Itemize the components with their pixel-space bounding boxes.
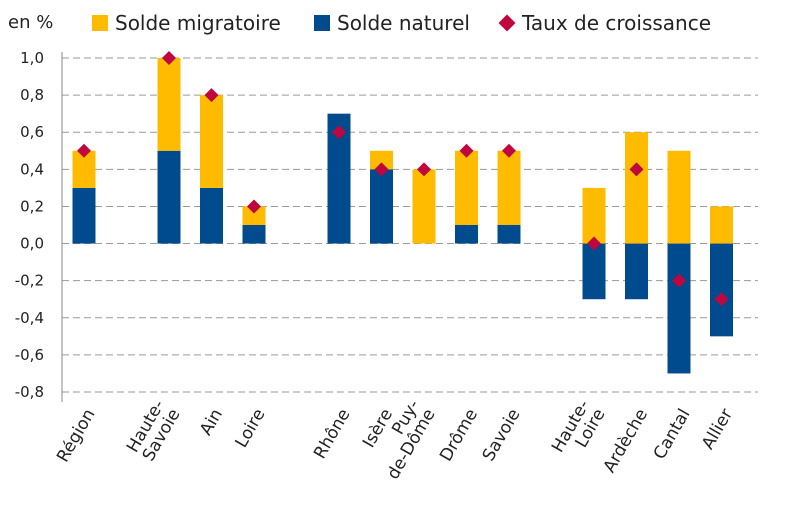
marker-taux-de-croissance-allier — [714, 292, 729, 307]
y-tick-label-0-8: 0,8 — [20, 86, 44, 104]
marker-taux-de-croissance-haute-loire — [587, 236, 601, 251]
x-tick-label-group-allier: Allier — [698, 405, 737, 452]
x-tick-label-group-drome: Drôme — [436, 406, 482, 465]
bar-solde-naturel-allier — [710, 243, 733, 337]
legend-item-solde-migratoire: Solde migratoire — [92, 8, 281, 38]
y-axis-unit-label: en % — [8, 12, 54, 33]
x-tick-label-rhone: Rhône — [310, 406, 354, 463]
bar-solde-migratoire-haute-loire — [582, 187, 606, 244]
marker-taux-de-croissance-ardeche — [629, 162, 644, 177]
x-tick-label-group-ain: Ain — [196, 406, 227, 440]
bar-solde-naturel-haute-loire — [582, 243, 606, 300]
marker-taux-de-croissance-cantal — [672, 273, 686, 288]
bar-solde-naturel-ardeche — [625, 243, 648, 300]
y-tick-label--0-6: -0,6 — [15, 346, 44, 364]
x-tick-label-group-savoie: Savoie — [479, 406, 525, 465]
legend-item-solde-naturel: Solde naturel — [314, 8, 470, 38]
marker-taux-de-croissance-savoie — [502, 143, 516, 158]
x-tick-label-loire: Loire — [232, 406, 270, 452]
y-tick-label-0-6: 0,6 — [20, 123, 44, 141]
y-tick-label-0-2: 0,2 — [20, 197, 44, 215]
x-tick-label-cantal: Cantal — [650, 406, 695, 464]
bar-solde-migratoire-loire — [242, 206, 266, 225]
y-tick-label--0-8: -0,8 — [15, 383, 44, 401]
legend-label-taux-de-croissance: Taux de croissance — [522, 11, 712, 35]
legend-swatch-solde-migratoire — [92, 15, 108, 31]
bar-solde-naturel-cantal — [667, 243, 691, 374]
x-tick-label-group-region: Région — [53, 406, 99, 466]
bar-solde-naturel-isere — [370, 169, 393, 244]
legend-label-solde-migratoire: Solde migratoire — [115, 11, 281, 35]
bar-solde-migratoire-haute-savoie — [157, 58, 181, 151]
bar-solde-naturel-rhone — [327, 113, 351, 244]
marker-taux-de-croissance-region — [77, 143, 91, 158]
x-tick-label-group-haute-loire: Haute-Loire — [548, 397, 610, 457]
marker-taux-de-croissance-rhone — [332, 125, 346, 140]
x-tick-label-allier: Allier — [698, 405, 737, 452]
bar-solde-naturel-ain — [200, 187, 223, 244]
bar-solde-migratoire-allier — [710, 206, 733, 244]
marker-taux-de-croissance-haute-savoie — [162, 51, 176, 65]
bar-solde-migratoire-puy-de-dome — [412, 169, 436, 244]
marker-taux-de-croissance-puy-de-dome — [417, 162, 431, 177]
x-tick-label-group-haute-savoie: Haute-Savoie — [123, 397, 185, 465]
bar-solde-migratoire-ardeche — [625, 132, 648, 244]
x-tick-label-ain: Ain — [196, 406, 227, 440]
marker-taux-de-croissance-drome — [459, 143, 474, 158]
bar-solde-migratoire-drome — [455, 150, 478, 225]
y-tick-label-0-4: 0,4 — [20, 160, 44, 178]
legend-label-solde-naturel: Solde naturel — [337, 11, 470, 35]
x-tick-label-group-rhone: Rhône — [310, 406, 354, 463]
bar-solde-naturel-drome — [455, 225, 478, 244]
x-tick-label-region: Région — [53, 406, 99, 466]
marker-taux-de-croissance-ain — [204, 88, 219, 103]
x-tick-label-group-loire: Loire — [232, 406, 270, 452]
y-tick-label-0-0: 0,0 — [20, 235, 44, 253]
bar-solde-migratoire-ain — [200, 95, 223, 188]
legend-swatch-solde-naturel — [314, 15, 330, 31]
marker-taux-de-croissance-loire — [247, 199, 261, 214]
bar-solde-naturel-savoie — [497, 225, 521, 244]
bar-solde-migratoire-isere — [370, 150, 393, 170]
chart-legend: Solde migratoire Solde naturel Taux de c… — [0, 8, 790, 38]
marker-taux-de-croissance-isere — [374, 162, 389, 177]
bar-solde-migratoire-cantal — [667, 150, 691, 244]
bar-solde-naturel-loire — [242, 225, 266, 244]
x-tick-label-group-cantal: Cantal — [650, 406, 695, 464]
y-tick-label-1-0: 1,0 — [20, 49, 44, 67]
y-tick-label--0-4: -0,4 — [15, 309, 44, 327]
legend-item-taux-de-croissance: Taux de croissance — [497, 8, 711, 38]
bar-solde-migratoire-region — [72, 150, 96, 188]
bar-solde-naturel-haute-savoie — [157, 150, 181, 244]
y-tick-label--0-2: -0,2 — [15, 272, 44, 290]
bar-solde-migratoire-savoie — [497, 150, 521, 225]
x-tick-label-drome: Drôme — [436, 406, 482, 465]
x-tick-label-savoie: Savoie — [479, 406, 525, 465]
bar-solde-naturel-region — [72, 187, 96, 244]
